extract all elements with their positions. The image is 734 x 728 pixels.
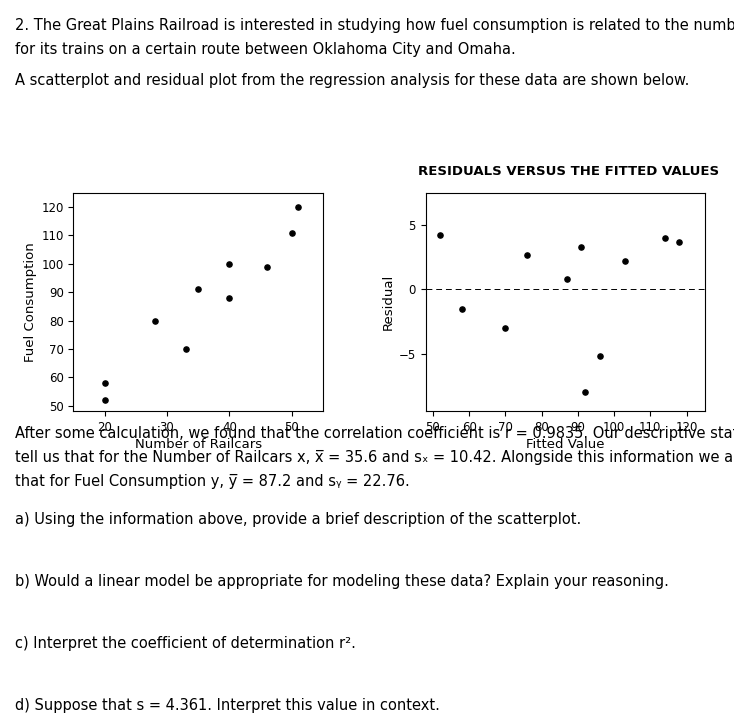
Text: for its trains on a certain route between Oklahoma City and Omaha.: for its trains on a certain route betwee… bbox=[15, 42, 515, 58]
Text: 2. The Great Plains Railroad is interested in studying how fuel consumption is r: 2. The Great Plains Railroad is interest… bbox=[15, 18, 734, 33]
Text: d) Suppose that s = 4.361. Interpret this value in context.: d) Suppose that s = 4.361. Interpret thi… bbox=[15, 698, 440, 713]
Point bbox=[261, 261, 273, 272]
Text: RESIDUALS VERSUS THE FITTED VALUES: RESIDUALS VERSUS THE FITTED VALUES bbox=[418, 165, 719, 178]
Point bbox=[180, 343, 192, 355]
Y-axis label: Residual: Residual bbox=[382, 274, 395, 331]
Point bbox=[561, 273, 573, 285]
Point bbox=[673, 236, 685, 248]
Text: c) Interpret the coefficient of determination r².: c) Interpret the coefficient of determin… bbox=[15, 636, 355, 651]
Point bbox=[223, 258, 235, 269]
Point bbox=[435, 229, 446, 241]
Point bbox=[456, 303, 468, 314]
Point bbox=[521, 249, 533, 261]
Point bbox=[192, 283, 204, 295]
Point bbox=[223, 292, 235, 304]
Point bbox=[579, 387, 591, 398]
Text: tell us that for the Number of Railcars x, x̅ = 35.6 and sₓ = 10.42. Alongside t: tell us that for the Number of Railcars … bbox=[15, 450, 734, 465]
Point bbox=[659, 232, 671, 244]
Text: that for Fuel Consumption y, y̅ = 87.2 and sᵧ = 22.76.: that for Fuel Consumption y, y̅ = 87.2 a… bbox=[15, 474, 410, 489]
X-axis label: Number of Railcars: Number of Railcars bbox=[134, 438, 262, 451]
Y-axis label: Fuel Consumption: Fuel Consumption bbox=[24, 242, 37, 362]
Point bbox=[98, 394, 111, 405]
Point bbox=[292, 201, 304, 213]
Text: b) Would a linear model be appropriate for modeling these data? Explain your rea: b) Would a linear model be appropriate f… bbox=[15, 574, 669, 589]
Point bbox=[148, 314, 160, 326]
Point bbox=[619, 256, 631, 267]
Point bbox=[286, 227, 298, 239]
Text: A scatterplot and residual plot from the regression analysis for these data are : A scatterplot and residual plot from the… bbox=[15, 74, 689, 89]
X-axis label: Fitted Value: Fitted Value bbox=[526, 438, 604, 451]
Point bbox=[500, 322, 512, 333]
Point bbox=[575, 241, 587, 253]
Text: a) Using the information above, provide a brief description of the scatterplot.: a) Using the information above, provide … bbox=[15, 513, 581, 527]
Point bbox=[594, 350, 606, 362]
Point bbox=[98, 377, 111, 389]
Text: After some calculation, we found that the correlation coefficient is r = 0.9835.: After some calculation, we found that th… bbox=[15, 426, 734, 441]
